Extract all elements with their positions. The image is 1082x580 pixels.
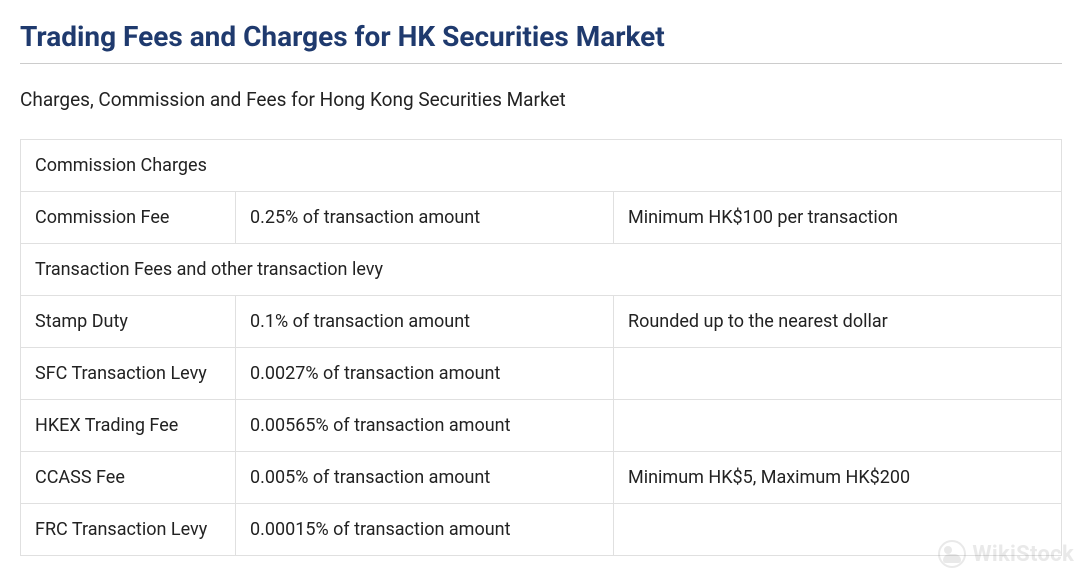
table-row: Commission Fee 0.25% of transaction amou… [21, 192, 1062, 244]
fee-note: Minimum HK$5, Maximum HK$200 [614, 452, 1062, 504]
table-section-header: Transaction Fees and other transaction l… [21, 244, 1062, 296]
fee-name: SFC Transaction Levy [21, 348, 236, 400]
fee-name: HKEX Trading Fee [21, 400, 236, 452]
fee-rate: 0.1% of transaction amount [236, 296, 614, 348]
table-row: HKEX Trading Fee 0.00565% of transaction… [21, 400, 1062, 452]
fee-note: Minimum HK$100 per transaction [614, 192, 1062, 244]
section-header-cell: Commission Charges [21, 140, 1062, 192]
fee-note [614, 504, 1062, 556]
fee-rate: 0.0027% of transaction amount [236, 348, 614, 400]
fee-rate: 0.25% of transaction amount [236, 192, 614, 244]
fee-rate: 0.00565% of transaction amount [236, 400, 614, 452]
fee-rate: 0.005% of transaction amount [236, 452, 614, 504]
table-row: Stamp Duty 0.1% of transaction amount Ro… [21, 296, 1062, 348]
table-section-header: Commission Charges [21, 140, 1062, 192]
fees-table: Commission Charges Commission Fee 0.25% … [20, 139, 1062, 556]
page-subtitle: Charges, Commission and Fees for Hong Ko… [20, 88, 1062, 111]
fee-note [614, 400, 1062, 452]
fee-name: Commission Fee [21, 192, 236, 244]
fee-name: FRC Transaction Levy [21, 504, 236, 556]
table-row: CCASS Fee 0.005% of transaction amount M… [21, 452, 1062, 504]
fee-name: Stamp Duty [21, 296, 236, 348]
fee-rate: 0.00015% of transaction amount [236, 504, 614, 556]
table-row: FRC Transaction Levy 0.00015% of transac… [21, 504, 1062, 556]
fee-note: Rounded up to the nearest dollar [614, 296, 1062, 348]
section-header-cell: Transaction Fees and other transaction l… [21, 244, 1062, 296]
page-title: Trading Fees and Charges for HK Securiti… [20, 20, 1062, 64]
table-row: SFC Transaction Levy 0.0027% of transact… [21, 348, 1062, 400]
fee-name: CCASS Fee [21, 452, 236, 504]
fee-note [614, 348, 1062, 400]
